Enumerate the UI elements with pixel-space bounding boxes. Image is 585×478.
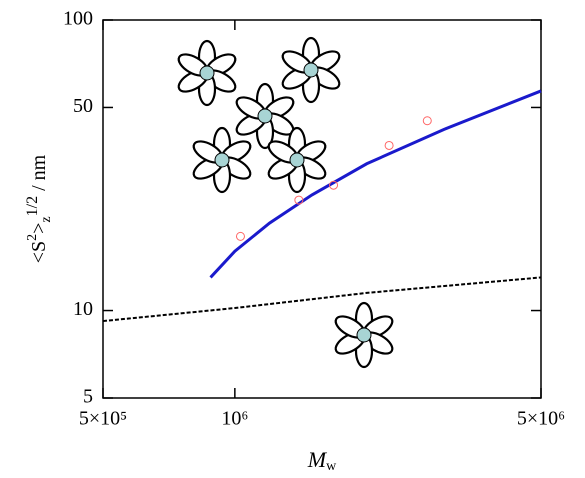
x-axis-label: Mw [307,447,337,473]
flower-icons [174,36,397,369]
fit-line [209,89,542,279]
data-point [235,231,245,241]
y-tick-label: 5 [83,386,93,408]
y-axis-label: <S2>z1/2 / nm [24,154,55,263]
data-point [422,116,432,126]
dashed-line [102,276,542,323]
x-tick-label: 10⁶ [221,408,248,430]
data-point [329,180,339,190]
y-tick-label: 50 [73,95,93,117]
plot-frame [102,19,542,399]
data-point [384,140,394,150]
data-point [294,195,304,205]
y-tick-label: 10 [73,298,93,320]
y-tick-label: 100 [63,8,93,30]
x-tick-label: 5×10⁵ [79,408,127,430]
x-tick-label: 5×10⁶ [517,408,565,430]
